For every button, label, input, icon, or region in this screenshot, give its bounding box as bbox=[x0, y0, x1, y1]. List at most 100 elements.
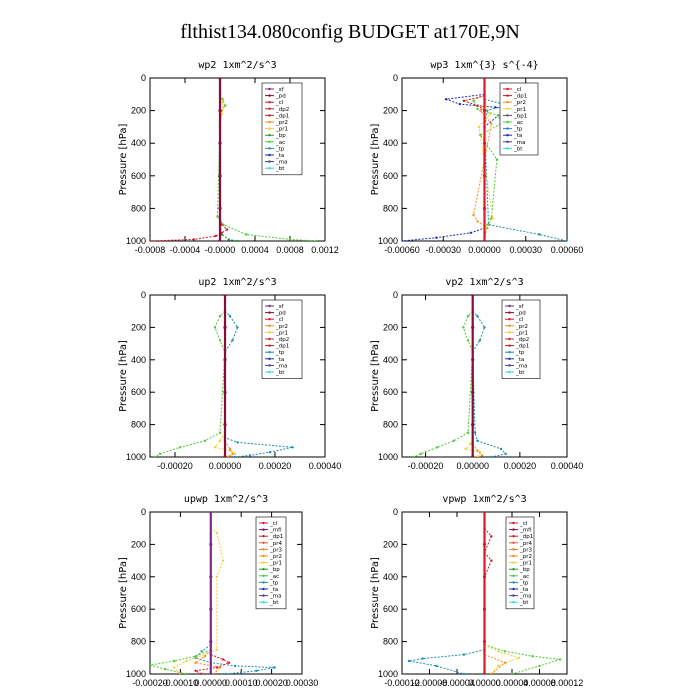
legend-marker bbox=[508, 344, 511, 347]
data-point bbox=[472, 99, 475, 103]
y-tick-label: 600 bbox=[383, 171, 398, 181]
legend-entry: _sf bbox=[275, 304, 285, 310]
legend-marker bbox=[268, 304, 271, 308]
y-tick-label: 400 bbox=[383, 138, 398, 148]
legend-entry: _pr2 bbox=[275, 120, 288, 126]
data-point bbox=[482, 672, 487, 674]
legend-entry: _pr2 bbox=[519, 554, 532, 560]
legend-entry: _dp2 bbox=[515, 337, 529, 343]
data-point bbox=[153, 455, 157, 457]
data-point bbox=[164, 667, 167, 671]
data-point bbox=[452, 439, 456, 442]
legend-entry: _cl bbox=[515, 317, 524, 323]
legend-entry: _ta bbox=[269, 587, 278, 593]
legend-entry: _bt bbox=[513, 146, 523, 152]
series-line-pr2 bbox=[472, 102, 492, 229]
legend-entry: _ma bbox=[519, 594, 531, 600]
y-tick-label: 200 bbox=[131, 539, 146, 549]
legend-entry: _ac bbox=[275, 140, 285, 146]
legend-marker bbox=[506, 120, 509, 124]
x-tick-label: 0.00020 bbox=[255, 678, 288, 688]
y-tick-label: 400 bbox=[131, 138, 146, 148]
data-point bbox=[478, 339, 481, 342]
data-point bbox=[224, 104, 227, 107]
legend-marker bbox=[268, 337, 271, 341]
data-point bbox=[228, 314, 232, 318]
legend-marker bbox=[508, 337, 511, 341]
legend-marker bbox=[268, 114, 271, 117]
data-point bbox=[476, 220, 479, 223]
data-point bbox=[273, 666, 276, 669]
data-point bbox=[227, 661, 231, 664]
y-tick-label: 800 bbox=[383, 420, 398, 430]
legend-entry: _pr1 bbox=[275, 127, 288, 133]
data-point bbox=[213, 446, 217, 449]
data-point bbox=[223, 423, 227, 427]
data-point bbox=[218, 339, 222, 342]
legend-entry: _bt bbox=[519, 600, 529, 606]
data-point bbox=[482, 109, 487, 113]
series-line-ac bbox=[484, 644, 561, 674]
data-point bbox=[220, 233, 223, 236]
data-point bbox=[236, 326, 239, 329]
series-line-cl bbox=[150, 78, 228, 241]
y-tick-label: 400 bbox=[131, 355, 146, 365]
plot-area bbox=[407, 512, 562, 674]
data-point bbox=[482, 206, 487, 210]
x-tick-label: -0.00020 bbox=[408, 461, 444, 471]
y-tick-label: 0 bbox=[141, 73, 146, 83]
x-tick-label: -0.00004 bbox=[439, 678, 475, 688]
legend-entry: _cl bbox=[275, 317, 284, 323]
legend-marker bbox=[508, 351, 511, 354]
legend-marker bbox=[506, 87, 509, 91]
data-point bbox=[482, 640, 487, 644]
data-point bbox=[213, 326, 217, 329]
legend-entry: _dp1 bbox=[275, 344, 289, 350]
x-tick-label: 0.00040 bbox=[551, 461, 584, 471]
data-point bbox=[288, 238, 292, 241]
x-tick-label: 0.00030 bbox=[509, 245, 542, 255]
data-point bbox=[490, 535, 493, 538]
legend-marker bbox=[508, 370, 511, 374]
x-tick-label: -0.00008 bbox=[412, 678, 448, 688]
data-point bbox=[466, 314, 470, 318]
legend-entry: _sf bbox=[515, 304, 525, 310]
legend-marker bbox=[262, 535, 265, 538]
y-tick-label: 0 bbox=[393, 507, 398, 517]
y-tick-label: 0 bbox=[141, 290, 146, 300]
x-tick-label: 0.00008 bbox=[523, 678, 556, 688]
y-axis-label: Pressure [hPa] bbox=[370, 340, 381, 412]
x-tick-label: 0.00000 bbox=[468, 245, 501, 255]
legend-entry: _pr1 bbox=[515, 330, 528, 336]
data-point bbox=[200, 672, 203, 674]
legend-marker bbox=[268, 127, 271, 130]
data-point bbox=[490, 122, 493, 125]
x-tick-label: -0.00012 bbox=[384, 678, 420, 688]
data-point bbox=[192, 238, 195, 241]
data-point bbox=[473, 431, 477, 434]
data-point bbox=[223, 390, 227, 394]
legend-marker bbox=[268, 120, 271, 124]
data-point bbox=[472, 213, 475, 217]
data-point bbox=[444, 98, 448, 101]
legend-marker bbox=[508, 364, 511, 367]
legend-entry: _tp bbox=[275, 350, 285, 356]
legend-marker bbox=[268, 331, 271, 334]
data-point bbox=[315, 239, 318, 241]
y-tick-label: 600 bbox=[383, 387, 398, 397]
data-point bbox=[490, 672, 493, 674]
data-point bbox=[497, 114, 500, 117]
data-point bbox=[200, 650, 203, 653]
data-point bbox=[476, 439, 479, 442]
legend-marker bbox=[268, 160, 271, 163]
data-point bbox=[421, 657, 424, 660]
y-axis-label: Pressure [hPa] bbox=[118, 124, 129, 196]
y-axis-label: Pressure [hPa] bbox=[370, 124, 381, 196]
legend-marker bbox=[508, 331, 511, 334]
legend-marker bbox=[268, 167, 271, 170]
plot-area bbox=[402, 78, 567, 241]
x-tick-label: 0.00010 bbox=[225, 678, 258, 688]
series-line-ac bbox=[472, 93, 502, 241]
legend-marker bbox=[508, 304, 511, 308]
legend-marker bbox=[506, 134, 509, 137]
